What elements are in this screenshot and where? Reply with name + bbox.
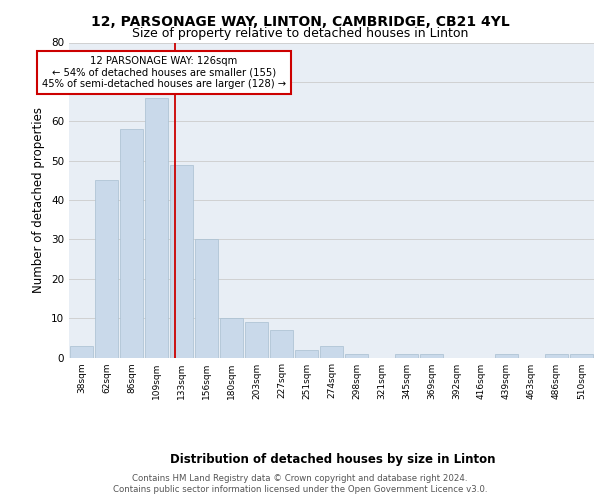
- Text: 12 PARSONAGE WAY: 126sqm
← 54% of detached houses are smaller (155)
45% of semi-: 12 PARSONAGE WAY: 126sqm ← 54% of detach…: [42, 56, 286, 90]
- Bar: [570, 354, 593, 358]
- Bar: [395, 354, 418, 358]
- Bar: [420, 354, 443, 358]
- Bar: [95, 180, 118, 358]
- Bar: [295, 350, 318, 358]
- Bar: [270, 330, 293, 357]
- Bar: [145, 98, 168, 358]
- Bar: [495, 354, 518, 358]
- Bar: [345, 354, 368, 358]
- Bar: [245, 322, 268, 358]
- Bar: [120, 129, 143, 358]
- Bar: [545, 354, 568, 358]
- Text: Contains HM Land Registry data © Crown copyright and database right 2024.
Contai: Contains HM Land Registry data © Crown c…: [113, 474, 487, 494]
- Text: 12, PARSONAGE WAY, LINTON, CAMBRIDGE, CB21 4YL: 12, PARSONAGE WAY, LINTON, CAMBRIDGE, CB…: [91, 15, 509, 29]
- Bar: [195, 240, 218, 358]
- Text: Size of property relative to detached houses in Linton: Size of property relative to detached ho…: [132, 28, 468, 40]
- Text: Distribution of detached houses by size in Linton: Distribution of detached houses by size …: [170, 453, 496, 466]
- Bar: [220, 318, 243, 358]
- Bar: [320, 346, 343, 358]
- Y-axis label: Number of detached properties: Number of detached properties: [32, 107, 46, 293]
- Bar: [170, 164, 193, 358]
- Bar: [70, 346, 93, 358]
